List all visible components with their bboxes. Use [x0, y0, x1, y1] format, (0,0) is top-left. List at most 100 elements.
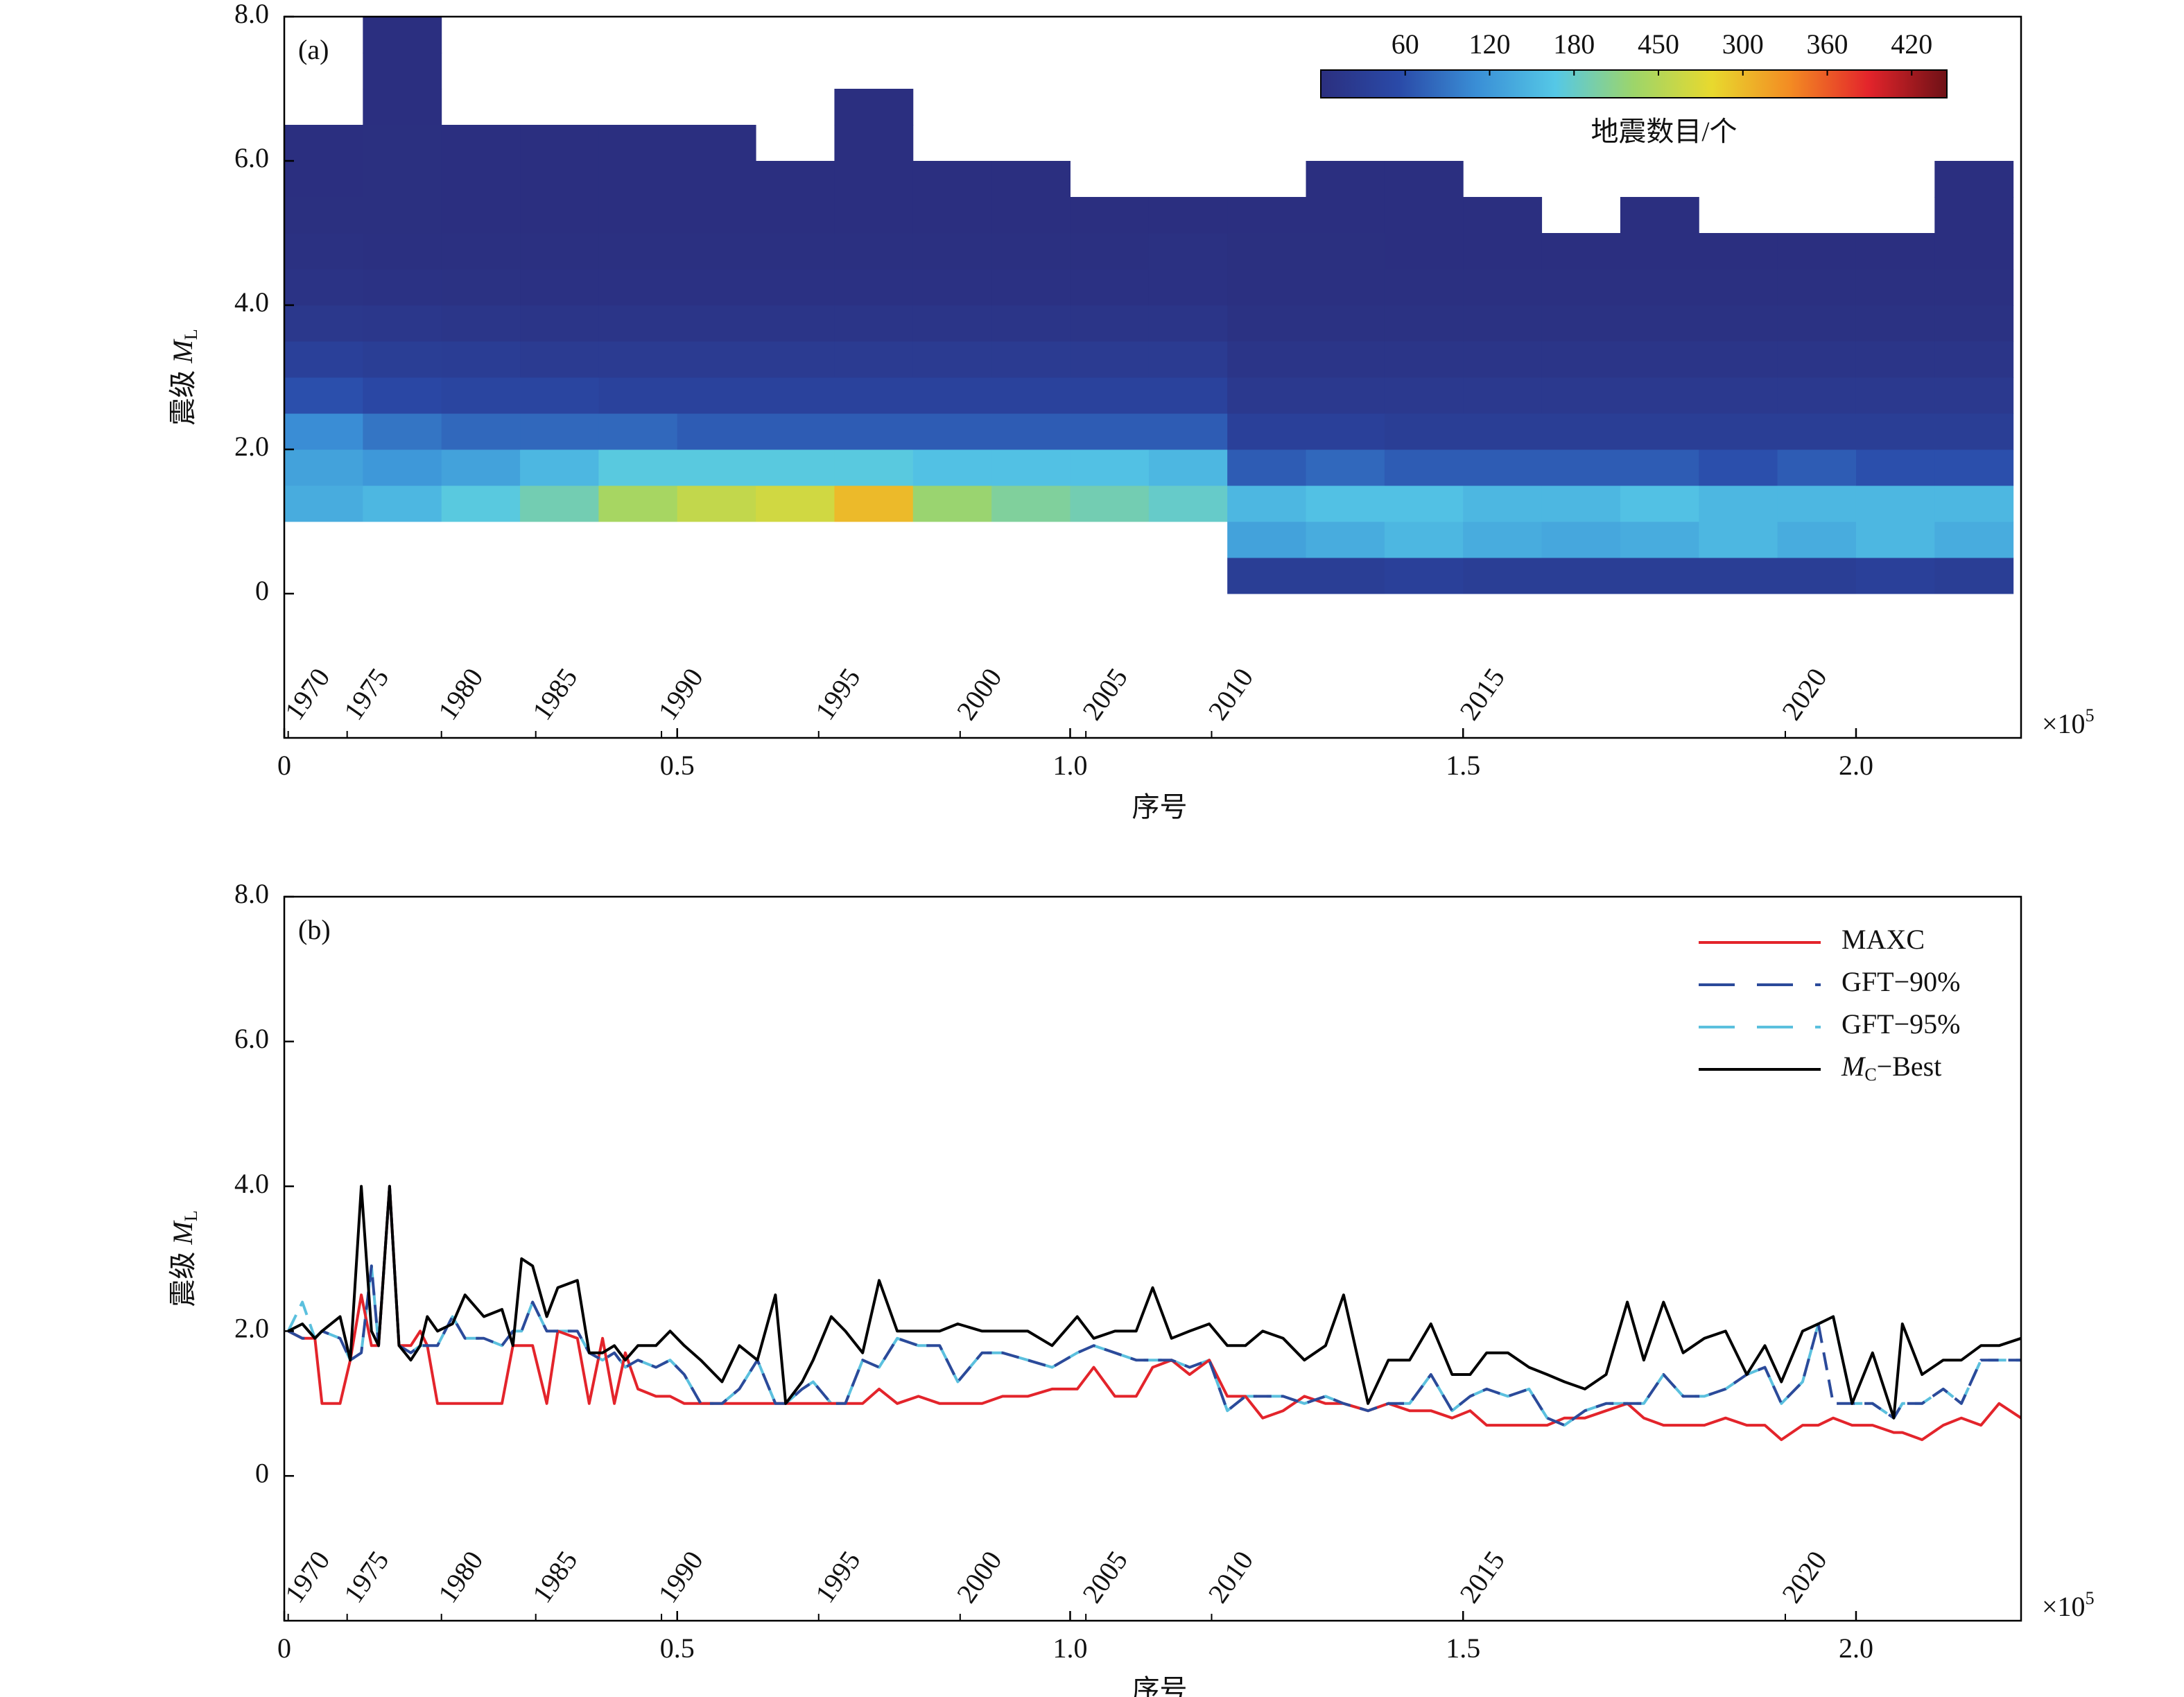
heatmap-cell [520, 305, 599, 342]
heatmap-cell [363, 485, 442, 522]
heatmap-cell [756, 269, 835, 306]
heatmap-cell [1934, 485, 2014, 522]
heatmap-cell [677, 161, 756, 198]
x-tick-label: 1.5 [1446, 750, 1480, 781]
heatmap-cell [834, 233, 914, 270]
heatmap-cell [677, 485, 756, 522]
heatmap-cell [1070, 269, 1150, 306]
y-label-text: 震级 [167, 1252, 198, 1307]
heatmap-cell [284, 269, 363, 306]
heatmap-cell [1306, 413, 1385, 450]
heatmap-cell [1934, 197, 2014, 234]
heatmap-cell [756, 161, 835, 198]
heatmap-cell [598, 269, 678, 306]
heatmap-cell [912, 377, 992, 414]
y-label-text: 震级 [167, 370, 198, 426]
heatmap-cell [1699, 377, 1778, 414]
colorbar-tick-label: 420 [1891, 28, 1932, 60]
y-tick-label: 0 [255, 575, 269, 606]
axes-frame [283, 15, 2022, 739]
y-tick-label: 2.0 [234, 1313, 269, 1344]
year-label: 2020 [1776, 1545, 1833, 1608]
x-tick-label: 1.5 [1446, 1633, 1480, 1664]
y-tick-label: 4.0 [234, 286, 269, 318]
heatmap-cell [1620, 485, 1699, 522]
series-line [287, 1185, 2022, 1420]
x-axis-label: 序号 [1132, 791, 1188, 822]
heatmap-cell [363, 197, 442, 234]
heatmap-cell [363, 341, 442, 378]
heatmap-cell [1384, 558, 1464, 594]
heatmap-cell [284, 161, 363, 198]
heatmap-cell [1934, 341, 2014, 378]
heatmap-cell [1384, 197, 1464, 234]
heatmap-cell [1777, 341, 1857, 378]
x-tick-label: 0 [277, 1633, 291, 1664]
heatmap-cell [520, 449, 599, 486]
x-tick-label: 1.0 [1052, 1633, 1087, 1664]
heatmap-cell [1541, 269, 1621, 306]
y-tick-label: 4.0 [234, 1168, 269, 1199]
heatmap-cell [1855, 269, 1935, 306]
heatmap-cell [1620, 197, 1699, 234]
heatmap-cell [441, 233, 521, 270]
legend-subscript: C [1864, 1065, 1876, 1085]
legend-label: MC−Best [1841, 1051, 1941, 1085]
x-tick-label: 0.5 [660, 1633, 695, 1664]
heatmap-cell [1463, 305, 1543, 342]
heatmap-cell [1620, 377, 1699, 414]
heatmap-cell [1227, 197, 1307, 234]
heatmap-cell [1384, 413, 1464, 450]
heatmap-cell [756, 341, 835, 378]
heatmap-cell [363, 161, 442, 198]
year-label: 1995 [809, 662, 867, 725]
heatmap-cell [1148, 377, 1228, 414]
heatmap-cell [1070, 233, 1150, 270]
legend-label: GFT−90% [1841, 966, 1960, 997]
heatmap-cell [1384, 377, 1464, 414]
heatmap-cell [1306, 377, 1385, 414]
heatmap-cell [598, 161, 678, 198]
heatmap-cell [363, 413, 442, 450]
heatmap-cell [991, 413, 1071, 450]
heatmap-cell [677, 269, 756, 306]
heatmap-cell [598, 449, 678, 486]
heatmap-cell [834, 413, 914, 450]
heatmap-cell [598, 413, 678, 450]
heatmap-cell [1699, 305, 1778, 342]
heatmap-cell [756, 485, 835, 522]
heatmap-cell [1541, 558, 1621, 594]
heatmap-cell [1384, 269, 1464, 306]
heatmap-cell [1227, 449, 1307, 486]
heatmap-cell [520, 161, 599, 198]
heatmap-cell [1384, 522, 1464, 558]
heatmap-cell [834, 485, 914, 522]
heatmap-cell [1699, 413, 1778, 450]
heatmap-cell [1934, 161, 2014, 198]
heatmap-cell [1070, 449, 1150, 486]
heatmap-cell [1070, 377, 1150, 414]
legend-label: MAXC [1841, 924, 1925, 955]
heatmap-cell [598, 233, 678, 270]
y-tick-label: 6.0 [234, 142, 269, 173]
heatmap-cell [1306, 197, 1385, 234]
x-multiplier-base: ×10 [2042, 1591, 2086, 1622]
legend-label: GFT−95% [1841, 1008, 1960, 1040]
heatmap-cell [1148, 233, 1228, 270]
heatmap-cell [363, 17, 442, 53]
x-tick-label: 0 [277, 750, 291, 781]
heatmap-cell [1227, 522, 1307, 558]
heatmap-cell [441, 305, 521, 342]
legend-text: −Best [1877, 1051, 1942, 1082]
heatmap-cell [1463, 449, 1543, 486]
year-label: 2010 [1202, 1545, 1260, 1608]
y-label-symbol: M [167, 338, 198, 364]
heatmap-cell [912, 485, 992, 522]
heatmap-cell [1463, 233, 1543, 270]
colorbar-tick-label: 120 [1469, 28, 1511, 60]
heatmap-cell [677, 125, 756, 162]
panel-label: (a) [298, 34, 329, 65]
year-label: 1980 [432, 1545, 489, 1608]
colorbar [1320, 69, 1948, 98]
